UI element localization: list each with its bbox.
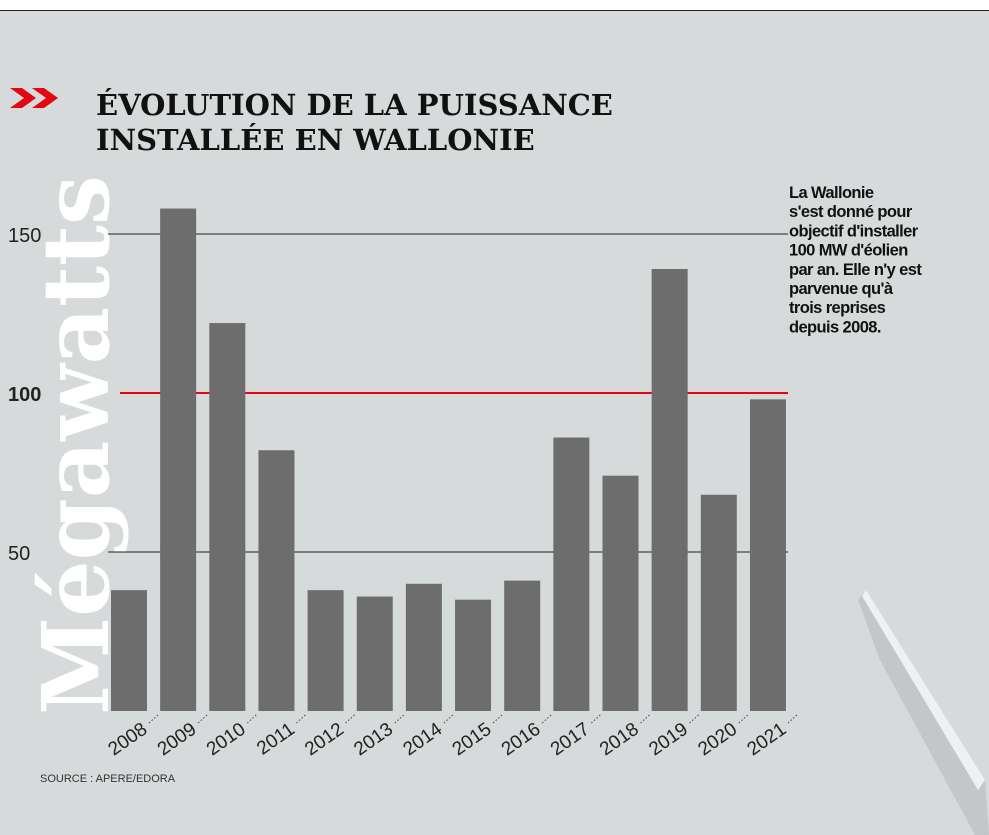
note-line: depuis 2008. — [789, 318, 881, 336]
bar — [750, 399, 786, 711]
note-line: 100 MW d'éolien — [789, 242, 908, 260]
bar — [504, 581, 540, 711]
bar — [553, 438, 589, 711]
title-line: INSTALLÉE EN WALLONIE — [96, 122, 535, 157]
bar — [209, 323, 245, 711]
bar — [308, 590, 344, 711]
note-line: par an. Elle n'y est — [789, 261, 922, 279]
y-tick-label: 150 — [8, 225, 41, 247]
bar — [111, 590, 147, 711]
bar — [160, 209, 196, 711]
bar — [652, 269, 688, 711]
infographic: Mégawatts ÉVOLUTION DE LA PUISSANCEINSTA… — [0, 0, 989, 835]
title-line: ÉVOLUTION DE LA PUISSANCE — [96, 87, 613, 122]
y-tick-label: 50 — [8, 543, 30, 565]
note-line: s'est donné pour — [789, 203, 913, 221]
bar — [357, 597, 393, 711]
note-line: trois reprises — [789, 299, 886, 317]
bar — [455, 600, 491, 711]
bar — [603, 476, 639, 711]
note-line: parvenue qu'à — [789, 280, 894, 298]
note-line: objectif d'installer — [789, 222, 919, 240]
bar — [406, 584, 442, 711]
bar — [701, 495, 737, 711]
y-tick-label: 100 — [8, 384, 41, 406]
bar — [258, 450, 294, 711]
note-line: La Wallonie — [789, 184, 874, 202]
source: SOURCE : APERE/EDORA — [40, 773, 176, 785]
